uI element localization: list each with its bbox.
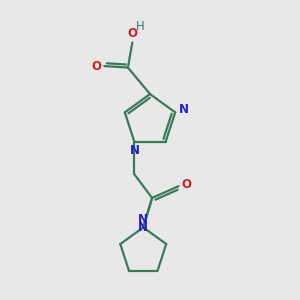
Text: N: N — [178, 103, 188, 116]
Text: O: O — [127, 27, 137, 40]
Text: O: O — [182, 178, 192, 191]
Text: N: N — [129, 144, 140, 157]
Text: O: O — [91, 60, 101, 73]
Text: H: H — [136, 20, 145, 33]
Text: N: N — [138, 213, 148, 226]
Text: N: N — [138, 221, 148, 234]
